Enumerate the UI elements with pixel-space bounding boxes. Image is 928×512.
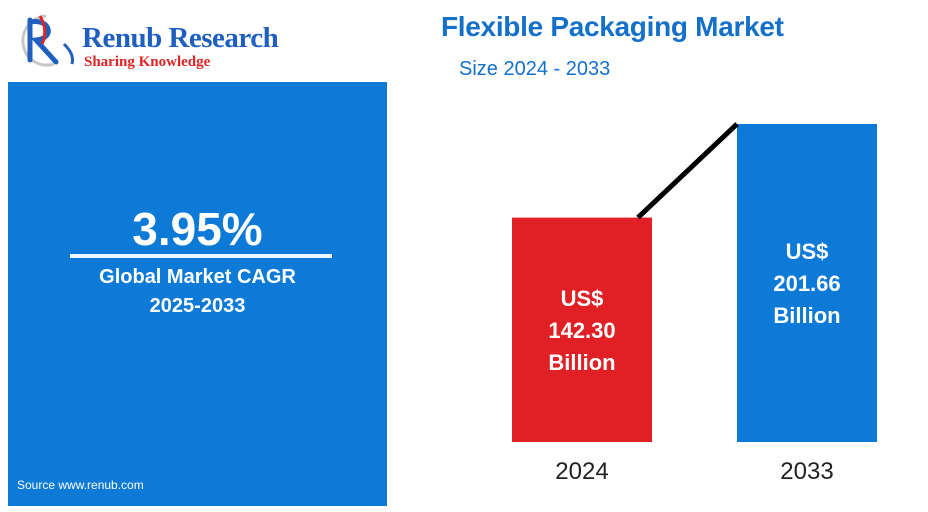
x-tick-label-2024: 2024 [555, 458, 608, 485]
rr-swoosh-logo-icon [21, 14, 74, 67]
cagr-value: 3.95% [132, 203, 263, 255]
data-label-2024-line-3: Billion [548, 350, 615, 375]
brand-name: Renub Research [82, 22, 279, 54]
data-label-2024-line-1: US$ [561, 286, 604, 311]
data-label-2033-line-2: 201.66 [773, 271, 840, 296]
brand-tagline: Sharing Knowledge [84, 54, 211, 70]
bar-2033 [737, 124, 877, 442]
bar-2024 [512, 217, 652, 442]
chart-subtitle: Size 2024 - 2033 [459, 58, 611, 80]
cagr-panel: 3.95% Global Market CAGR 2025-2033 Sourc… [8, 82, 387, 506]
data-label-2033-line-3: Billion [773, 303, 840, 328]
x-tick-label-2033: 2033 [780, 458, 833, 485]
growth-connector-line [636, 122, 739, 220]
cagr-label: Global Market CAGR [99, 266, 296, 288]
source-text: Source www.renub.com [17, 478, 144, 492]
cagr-divider [70, 254, 332, 258]
renub-logo: Renub Research Sharing Knowledge [16, 10, 316, 72]
chart-title: Flexible Packaging Market [441, 11, 784, 42]
data-label-2024-line-2: 142.30 [548, 318, 615, 343]
data-label-2033-line-1: US$ [786, 239, 829, 264]
cagr-period: 2025-2033 [149, 295, 246, 317]
